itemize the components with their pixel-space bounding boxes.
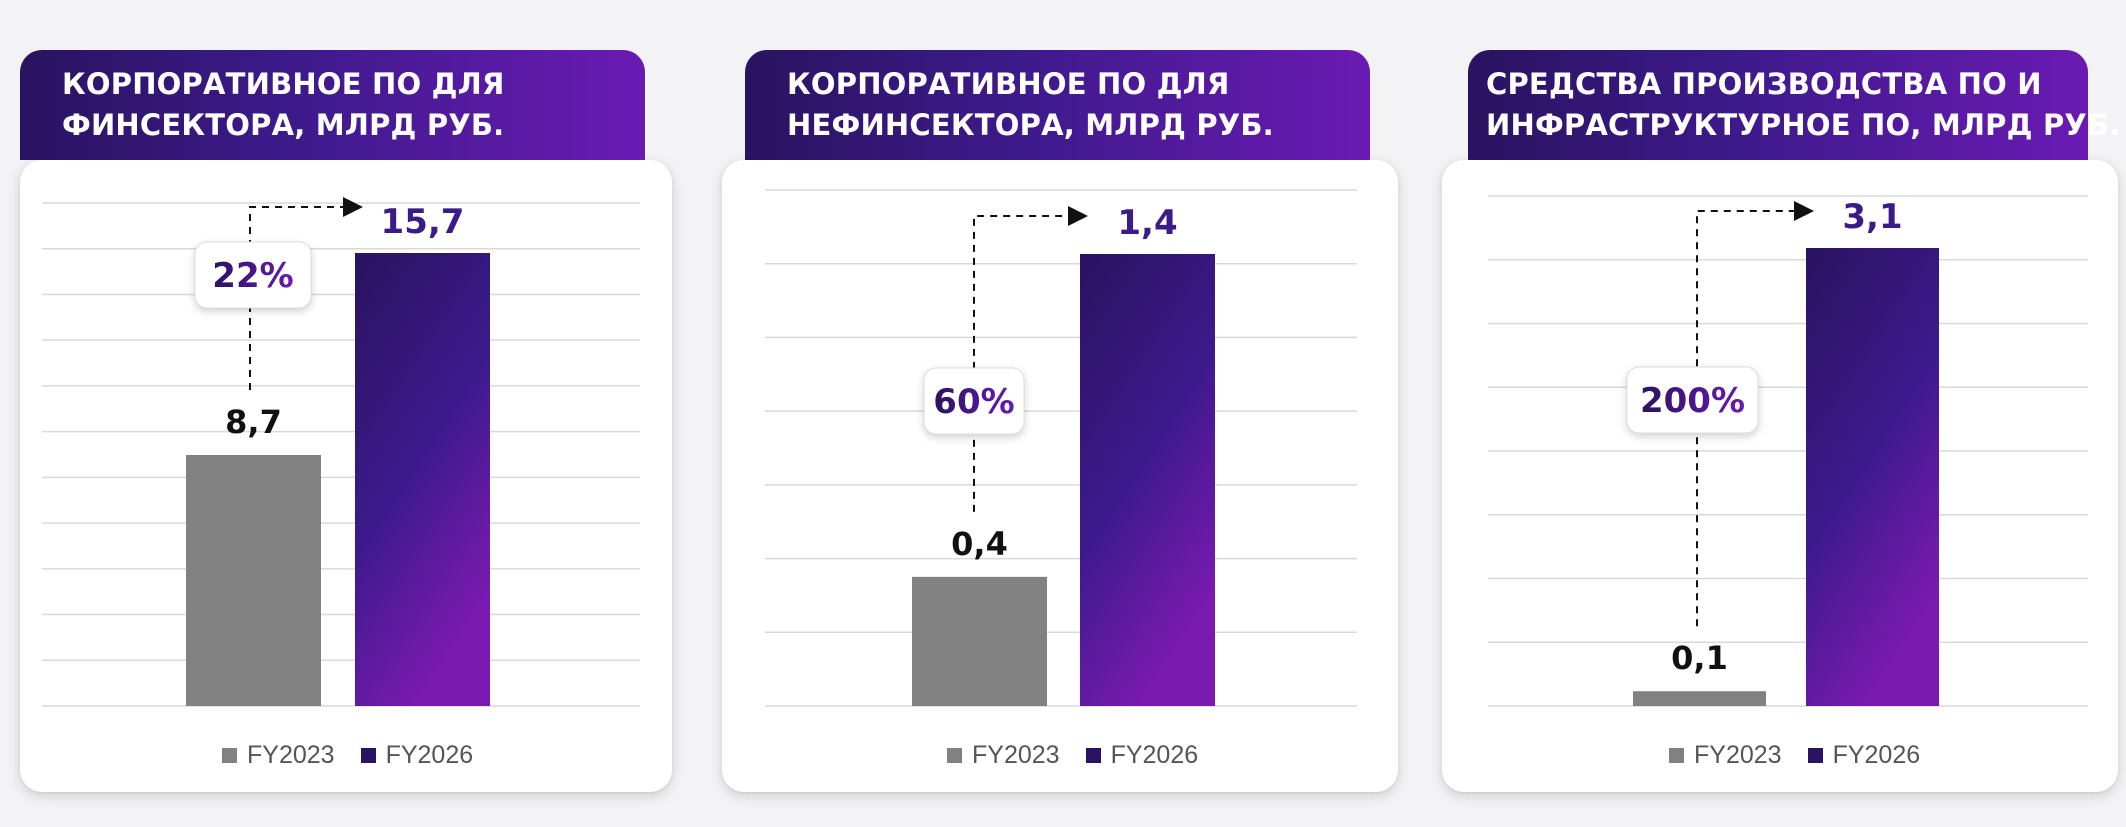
legend-item-fy2026: FY2026 bbox=[360, 740, 474, 770]
value-label-fy2026: 3,1 bbox=[1842, 197, 1902, 237]
legend: FY2023 FY2026 bbox=[222, 740, 473, 770]
legend-swatch-fy2023 bbox=[222, 747, 237, 763]
value-label-fy2023: 0,4 bbox=[951, 525, 1008, 563]
bars bbox=[186, 253, 490, 706]
chart-title-line-1: КОРПОРАТИВНОЕ ПО ДЛЯ bbox=[62, 67, 505, 101]
bar-fy2023 bbox=[1633, 691, 1766, 706]
value-label-fy2026: 15,7 bbox=[381, 202, 465, 242]
chart-title-line-2: НЕФИНСЕКТОРА, МЛРД РУБ. bbox=[787, 108, 1274, 142]
legend-item-fy2026: FY2026 bbox=[1807, 740, 1921, 770]
chart-title: СРЕДСТВА ПРОИЗВОДСТВА ПО И ИНФРАСТРУКТУР… bbox=[1468, 50, 2121, 160]
growth-arrow-line bbox=[973, 206, 1088, 512]
legend-item-fy2026: FY2026 bbox=[1085, 740, 1199, 770]
legend-label-fy2026: FY2026 bbox=[1110, 740, 1199, 769]
growth-arrow bbox=[249, 197, 363, 390]
legend-swatch-fy2026 bbox=[360, 747, 376, 763]
legend: FY2023 FY2026 bbox=[1669, 740, 1920, 770]
growth-badge: 200% bbox=[1626, 366, 1759, 434]
legend-label-fy2023: FY2023 bbox=[972, 740, 1060, 769]
growth-badge: 60% bbox=[923, 367, 1025, 435]
chart-title-line-1: КОРПОРАТИВНОЕ ПО ДЛЯ bbox=[787, 67, 1230, 101]
legend-label-fy2023: FY2023 bbox=[247, 740, 335, 769]
legend-label-fy2026: FY2026 bbox=[385, 740, 474, 769]
legend-item-fy2023: FY2023 bbox=[1669, 741, 1782, 770]
bars bbox=[1633, 248, 1939, 706]
value-label-fy2026: 1,4 bbox=[1117, 203, 1177, 243]
growth-label: 200% bbox=[1640, 381, 1745, 421]
legend-item-fy2023: FY2023 bbox=[222, 741, 335, 770]
growth-badge-box bbox=[1626, 366, 1759, 434]
chart-card bbox=[722, 160, 1398, 792]
chart-title-line-2: ФИНСЕКТОРА, МЛРД РУБ. bbox=[62, 108, 505, 142]
legend-swatch-fy2023 bbox=[947, 747, 962, 763]
legend-swatch-fy2026 bbox=[1085, 747, 1101, 763]
gridlines bbox=[765, 189, 1357, 707]
chart-card bbox=[20, 160, 672, 792]
chart-title-line-2: ИНФРАСТРУКТУРНОЕ ПО, МЛРД РУБ. bbox=[1486, 108, 2121, 142]
legend-label-fy2023: FY2023 bbox=[1694, 740, 1782, 769]
bar-fy2026 bbox=[1806, 248, 1939, 706]
legend: FY2023 FY2026 bbox=[947, 740, 1198, 770]
chart-title-line-1: СРЕДСТВА ПРОИЗВОДСТВА ПО И bbox=[1486, 67, 2042, 101]
growth-label: 22% bbox=[212, 256, 293, 296]
bars bbox=[912, 254, 1215, 706]
bar-fy2023 bbox=[912, 576, 1047, 706]
value-label-fy2023: 8,7 bbox=[225, 403, 282, 441]
value-label-fy2023: 0,1 bbox=[1671, 639, 1728, 677]
growth-label: 60% bbox=[933, 382, 1014, 422]
chart-title: КОРПОРАТИВНОЕ ПО ДЛЯ НЕФИНСЕКТОРА, МЛРД … bbox=[745, 50, 1370, 160]
growth-badge-box bbox=[923, 367, 1025, 435]
chart-title: КОРПОРАТИВНОЕ ПО ДЛЯ ФИНСЕКТОРА, МЛРД РУ… bbox=[20, 50, 645, 160]
bar-fy2026 bbox=[1080, 254, 1215, 706]
legend-swatch-fy2026 bbox=[1807, 747, 1823, 763]
gridlines bbox=[1488, 195, 2088, 707]
bar-fy2023 bbox=[186, 454, 321, 706]
bar-fy2026 bbox=[355, 253, 490, 706]
gridlines bbox=[42, 202, 640, 707]
legend-swatch-fy2023 bbox=[1669, 747, 1684, 763]
growth-badge: 22% bbox=[194, 241, 312, 309]
growth-arrow bbox=[973, 206, 1088, 512]
growth-arrow-line bbox=[249, 197, 363, 390]
legend-label-fy2026: FY2026 bbox=[1832, 740, 1921, 769]
growth-badge-box bbox=[194, 241, 312, 309]
chart-card bbox=[1442, 160, 2118, 792]
legend-item-fy2023: FY2023 bbox=[947, 741, 1060, 770]
